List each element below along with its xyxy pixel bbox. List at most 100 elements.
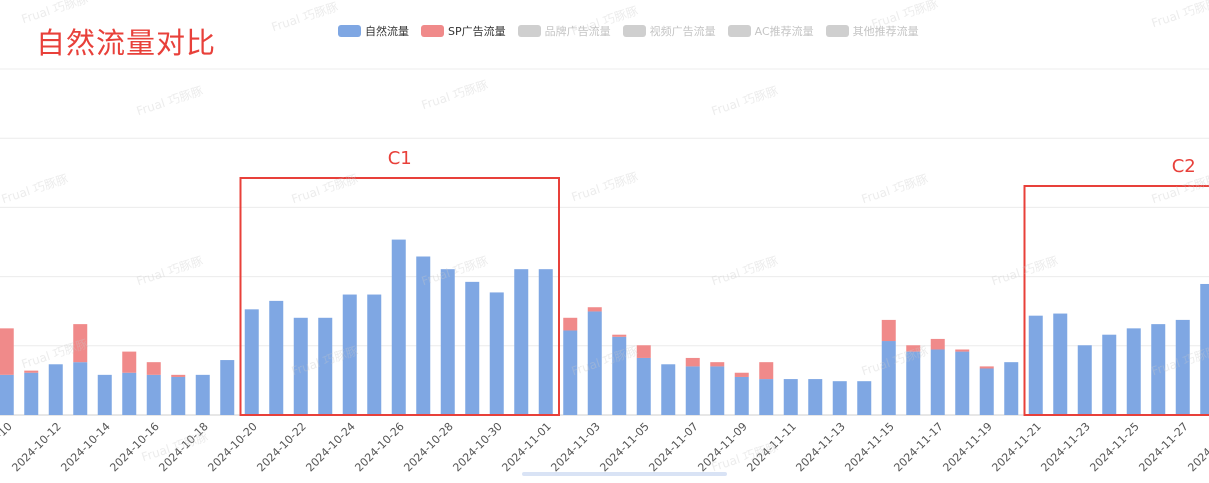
legend: 自然流量 SP广告流量 品牌广告流量 视频广告流量 AC推荐流量 其他推荐流量	[338, 23, 919, 39]
bar	[710, 362, 725, 367]
x-tick-label: 2024-11-15	[842, 420, 896, 474]
legend-label: 视频广告流量	[649, 25, 716, 38]
legend-label: 品牌广告流量	[544, 25, 611, 38]
bar	[587, 307, 602, 312]
bar	[636, 345, 651, 358]
x-tick-label: 2024-11-09	[695, 420, 749, 474]
x-tick-label: 2024-10-28	[401, 420, 455, 474]
bar	[122, 351, 137, 373]
x-tick-label: 2024-11-25	[1087, 420, 1141, 474]
bar	[465, 281, 480, 415]
bar	[563, 317, 578, 331]
bar	[538, 269, 553, 415]
bar	[220, 360, 235, 415]
legend-swatch	[338, 25, 361, 37]
bar	[146, 362, 161, 375]
annotation-box	[239, 177, 560, 416]
bar	[906, 345, 921, 352]
bar	[1053, 313, 1068, 415]
bar	[783, 379, 798, 415]
bar	[1126, 328, 1141, 415]
bar	[881, 319, 896, 342]
bar	[808, 379, 823, 415]
x-tick-label: 2024-11-19	[940, 420, 994, 474]
bar	[734, 376, 749, 415]
x-tick-label: 2024-11-05	[597, 420, 651, 474]
x-tick-label: 2024-11-21	[989, 420, 1043, 474]
x-tick-label: 2024-10-26	[352, 420, 406, 474]
bar	[514, 269, 529, 415]
bar	[881, 341, 896, 415]
x-tick-label: 2024-11-11	[744, 420, 798, 474]
bar	[0, 328, 14, 375]
x-tick-label: 2024-10-16	[107, 420, 161, 474]
x-tick-label: 2024-10-12	[9, 420, 63, 474]
bar	[244, 309, 259, 415]
x-tick-label: 2024-11-07	[646, 420, 700, 474]
bar	[73, 324, 88, 363]
bar	[293, 317, 308, 415]
bar	[979, 368, 994, 415]
x-tick-label: 2024-11-01	[499, 420, 553, 474]
x-tick-label: 2024-11-23	[1038, 420, 1092, 474]
bar	[906, 351, 921, 415]
bar	[955, 351, 970, 415]
bar	[318, 317, 333, 415]
x-tick-label: 2024-11-13	[793, 420, 847, 474]
bar	[171, 376, 186, 415]
legend-item[interactable]: 视频广告流量	[622, 23, 716, 39]
bar	[930, 338, 945, 350]
bar	[1004, 362, 1019, 415]
x-tick-label: 2024-10-20	[205, 420, 259, 474]
page-title: 自然流量对比	[36, 26, 217, 60]
bar	[955, 349, 970, 352]
legend-label: SP广告流量	[448, 25, 506, 38]
zoom-scrollbar[interactable]	[522, 472, 727, 476]
bar	[342, 294, 357, 415]
bar	[489, 292, 504, 415]
bar	[930, 349, 945, 415]
x-tick-label: 2024-10-24	[303, 420, 357, 474]
legend-label: 其他推荐流量	[852, 25, 919, 38]
bar	[759, 379, 774, 415]
bar	[367, 294, 382, 415]
bar	[734, 372, 749, 377]
legend-swatch	[421, 25, 444, 37]
legend-label: 自然流量	[365, 25, 409, 38]
bar	[832, 381, 847, 415]
bar	[391, 239, 406, 415]
legend-item[interactable]: 其他推荐流量	[825, 23, 919, 39]
bar	[685, 357, 700, 367]
bar	[612, 336, 627, 415]
annotation-box	[1023, 185, 1209, 416]
x-tick-label: 2024-11-03	[548, 420, 602, 474]
annotation-label: C2	[1172, 156, 1196, 177]
bar	[1102, 334, 1117, 415]
bar	[612, 334, 627, 337]
bar	[269, 300, 284, 415]
legend-swatch	[622, 25, 646, 37]
bar	[759, 362, 774, 380]
bar	[195, 374, 210, 415]
bar	[24, 370, 39, 373]
x-tick-label: 2024-10-22	[254, 420, 308, 474]
legend-item[interactable]: SP广告流量	[421, 23, 506, 39]
bar	[1028, 315, 1043, 415]
legend-item[interactable]: AC推荐流量	[727, 23, 814, 39]
bar	[685, 366, 700, 415]
legend-item[interactable]: 自然流量	[338, 23, 409, 39]
bar	[440, 269, 455, 415]
x-tick-label: 2024-10-14	[58, 420, 112, 474]
bar	[146, 374, 161, 415]
x-tick-label: 2024-10-18	[156, 420, 210, 474]
bar	[1200, 283, 1209, 415]
bar	[563, 330, 578, 415]
bar	[710, 366, 725, 415]
legend-swatch	[517, 25, 541, 37]
legend-swatch	[825, 25, 849, 37]
legend-item[interactable]: 品牌广告流量	[517, 23, 611, 39]
bar	[636, 357, 651, 415]
bar	[587, 311, 602, 415]
x-tick-label: 2024-11-17	[891, 420, 945, 474]
